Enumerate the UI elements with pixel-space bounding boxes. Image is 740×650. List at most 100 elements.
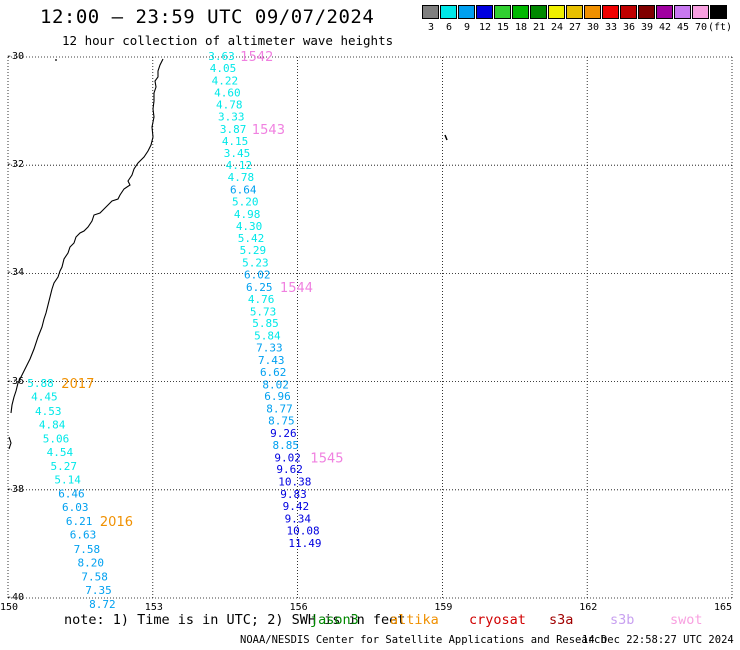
swh-sample: 9.26 [270,427,297,440]
coastline-fragment [8,436,12,450]
pass-labels: 1542 1543 1544 1545 2017 2016 [61,50,343,530]
swh-sample: 4.54 [47,446,74,459]
swh-sample: 7.58 [81,570,108,583]
scale-swatch [638,5,655,19]
mission-swot: swot [670,612,703,628]
scale-swatch [458,5,475,19]
swh-sample: 5.84 [254,330,281,343]
swh-sample: 4.22 [212,74,239,87]
pass-number-label: 1545 [310,451,343,466]
swh-sample: 7.43 [258,354,285,367]
swh-sample: 3.63 [208,50,235,63]
lat-tick-label: -32 [6,159,25,171]
swh-sample: 4.53 [35,405,62,418]
swh-sample: 5.88 [27,377,54,390]
scale-label: 45 [677,22,690,33]
scale-swatch [494,5,511,19]
lon-tick-label: 159 [434,602,453,613]
scale-label: 6 [446,22,453,33]
swh-sample: 5.20 [232,195,259,208]
swh-sample: 4.12 [226,159,253,172]
swh-sample: 9.42 [283,500,310,513]
swh-sample: 11.49 [288,537,321,550]
swh-sample: 10.08 [286,524,319,537]
swh-sample: 8.77 [266,403,293,416]
scale-label: 33 [605,22,618,33]
pass-number-label: 2017 [61,377,94,392]
scale-label: 9 [464,22,471,33]
scale-label: 70 [695,22,708,33]
scale-label: 30 [587,22,600,33]
scale-unit: (ft) [708,22,733,33]
scale-swatch [674,5,691,19]
swh-sample: 6.02 [244,268,270,281]
scale-swatch [620,5,637,19]
lat-tick-label: -40 [6,592,25,603]
scale-label: 3 [428,22,435,33]
scale-swatch [530,5,547,19]
page-title: 12:00 – 23:59 UTC 09/07/2024 [40,6,375,28]
swh-sample: 9.83 [280,488,307,501]
lat-tick-label: -34 [6,267,25,279]
scale-swatch [548,5,565,19]
swh-sample: 5.06 [43,432,70,445]
scale-label: 24 [551,22,564,33]
lon-tick-label: 165 [714,602,733,613]
page-subtitle: 12 hour collection of altimeter wave hei… [62,33,394,48]
scale-swatch [602,5,619,19]
scale-label: 18 [515,22,528,33]
island-mark [444,134,448,141]
map-panel: 3.63 4.05 4.22 4.60 4.78 3.33 3.87 4.15 3.45 4.12… [7,50,733,611]
swh-sample: 5.85 [252,317,279,330]
pass-number-label: 1544 [280,281,313,296]
swh-sample: 4.15 [222,135,249,148]
swh-sample: 9.62 [276,463,303,476]
generated-timestamp: 14 Dec 22:58:27 UTC 2024 [582,634,734,646]
swh-sample: 6.03 [62,501,89,514]
credit-line: NOAA/NESDIS Center for Satellite Applica… [240,634,607,646]
swh-sample: 6.46 [58,488,85,501]
swh-sample: 7.35 [85,584,112,597]
scale-swatch [422,5,439,19]
swh-sample: 5.42 [238,232,265,245]
swh-sample: 5.14 [54,474,81,487]
scale-label: 42 [659,22,672,33]
swh-sample: 4.30 [236,220,263,233]
swh-sample: 7.33 [256,342,283,355]
swh-sample: 6.62 [260,366,287,379]
swh-sample: 3.87 [220,123,247,136]
swh-sample: 9.02 [274,451,301,464]
swh-sample: 8.75 [268,415,295,428]
scale-label: 39 [641,22,654,33]
swh-sample: 3.45 [224,147,251,160]
swh-sample: 8.20 [78,556,105,569]
swh-sample: 4.76 [248,293,274,306]
scale-swatch [566,5,583,19]
mission-cryosat: cryosat [469,612,526,628]
swh-sample: 5.29 [240,244,267,257]
swh-sample: 4.98 [234,208,261,221]
swh-sample: 10.38 [278,476,311,489]
swh-sample: 9.34 [285,512,312,525]
swh-sample: 4.45 [31,391,58,404]
lon-tick-label: 150 [0,602,19,613]
mission-s3a: s3a [549,612,574,628]
scale-label: 12 [479,22,492,33]
lat-tick-label: -36 [6,375,25,387]
lon-tick-label: 156 [289,602,308,613]
swh-sample: 6.64 [230,184,257,197]
swh-sample: 5.23 [242,257,268,270]
scale-swatch [656,5,673,19]
swh-sample: 4.05 [210,62,237,75]
scale-swatch [710,5,727,19]
mission-jason3: jason3 [310,612,359,628]
swh-sample: 5.27 [50,460,77,473]
pass-number-label: 1543 [252,123,285,138]
swh-sample: 8.72 [89,598,116,611]
scale-swatch [692,5,709,19]
swh-sample: 5.73 [250,305,276,318]
scale-swatch [584,5,601,19]
swh-sample: 4.60 [214,87,241,100]
swh-sample: 4.78 [228,171,255,184]
lat-tick-label: -38 [6,483,25,495]
